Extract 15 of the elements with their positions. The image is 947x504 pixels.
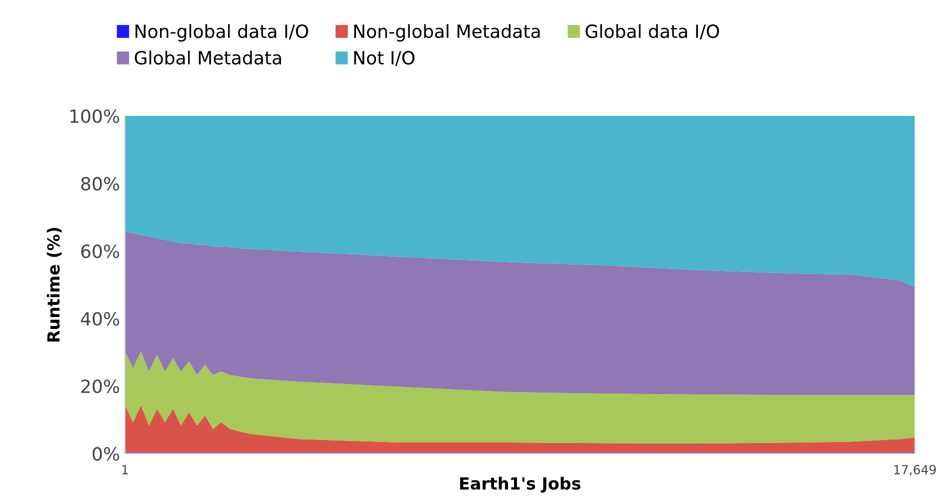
y-tick-label: 40% [80,312,120,326]
legend-label: Global data I/O [586,24,719,40]
legend-label: Global Metadata [134,50,282,65]
y-tick-label: 100% [70,109,120,124]
x-tick-label: 1 [122,465,128,474]
legend-label: Non-global Metadata [354,24,540,42]
y-tick-label: 0% [92,447,120,461]
x-tick-label: 17,649 [894,464,936,476]
y-axis-title: Runtime (%) [46,228,62,342]
y-tick-label: 60% [81,244,120,258]
legend-label: Non-global data I/O [136,24,308,42]
x-axis-title: Earth1's Jobs [460,476,580,493]
legend-label: Not I/O [354,50,414,66]
y-tick-label: 80% [81,176,120,191]
y-tick-label: 20% [81,380,120,394]
